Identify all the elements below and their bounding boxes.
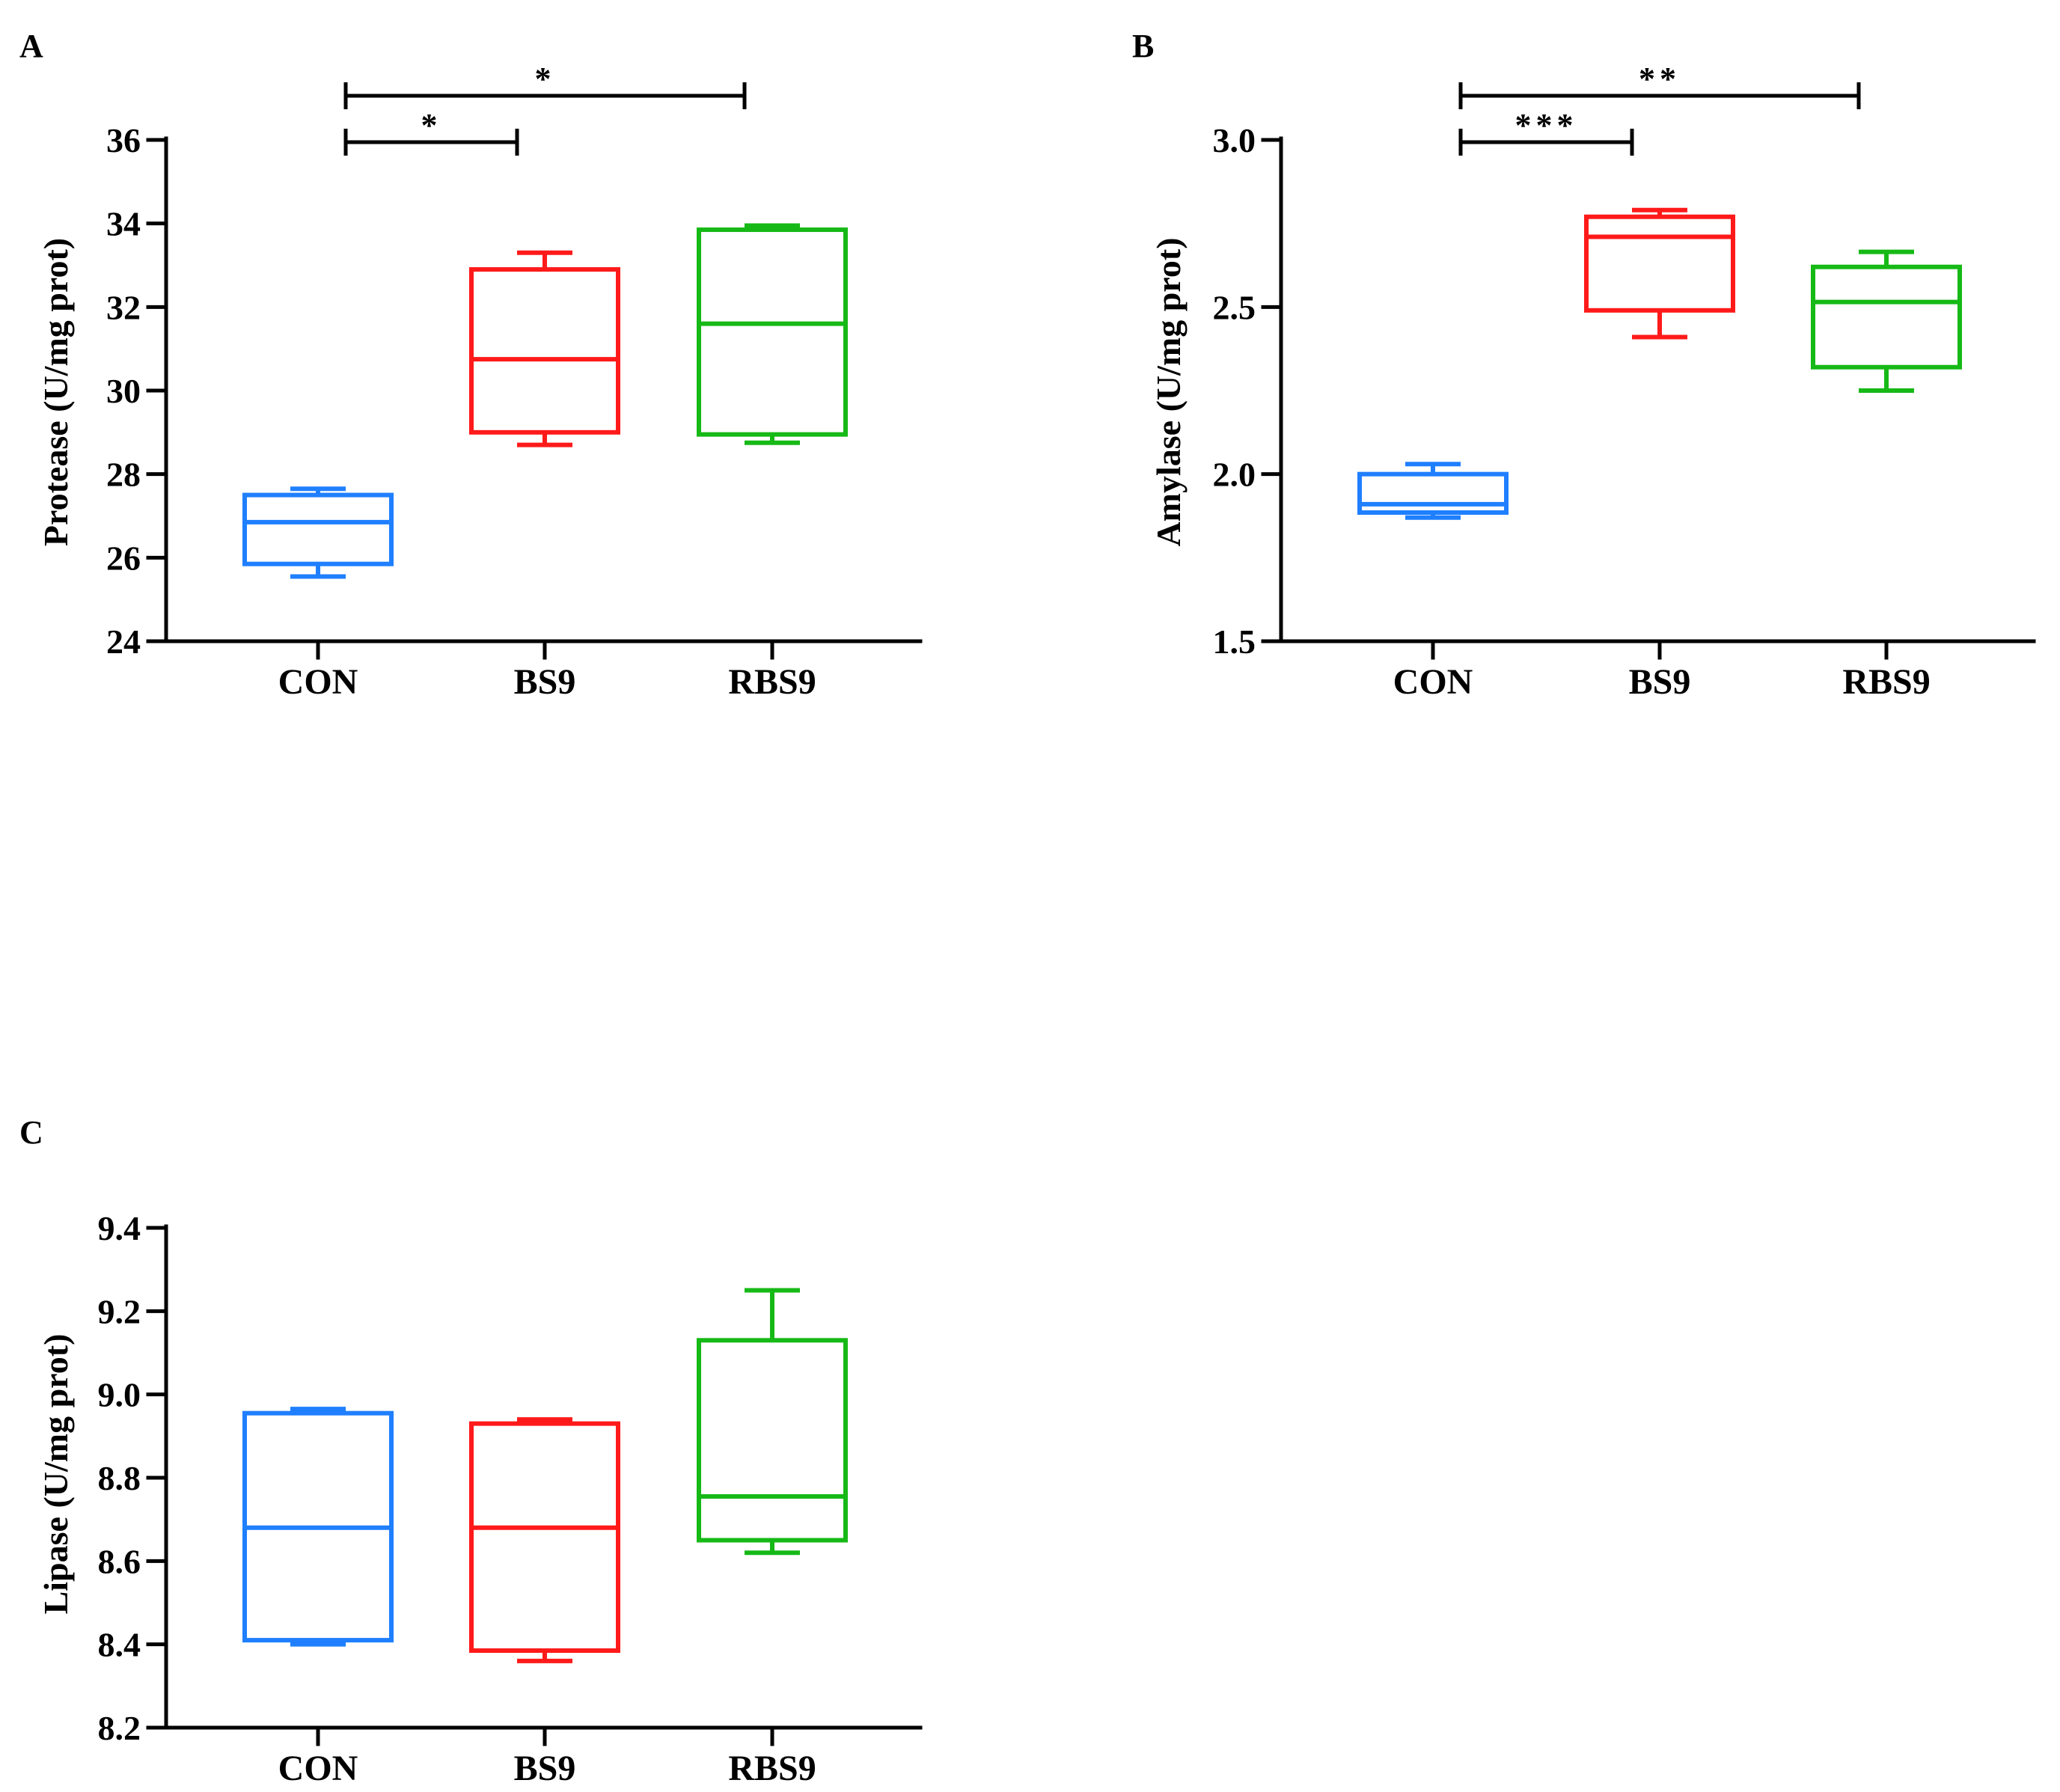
x-tick-label: BS9: [1629, 662, 1691, 702]
significance-bracket: ***: [1458, 107, 1634, 156]
panel-b: B Amylase (U/mg prot) 1.5 2.0 2.5 3.0 CON BS9…: [1132, 28, 2036, 702]
box-iqr: [1357, 471, 1509, 516]
panel-label-a: A: [19, 28, 43, 64]
y-tick-label: 8.4: [98, 1626, 141, 1664]
plot-area: 24 26 28 30 32 34 36 CON BS9 RBS9 * *: [106, 61, 923, 702]
x-tick-label: BS9: [514, 1749, 576, 1788]
box-con: [242, 1407, 394, 1647]
y-axis-title: Protease (U/mg prot): [37, 238, 75, 546]
significance-bracket: **: [1458, 61, 1861, 109]
panel-label-c: C: [19, 1114, 43, 1151]
y-tick-label: 9.4: [98, 1209, 141, 1247]
y-tick-label: 36: [106, 121, 141, 159]
y-tick-label: 24: [106, 623, 141, 661]
y-tick-label: 28: [106, 456, 141, 494]
box-iqr: [469, 1421, 620, 1654]
box-iqr: [697, 1338, 848, 1543]
y-tick-label: 2.5: [1213, 288, 1256, 326]
box-rbs9: [697, 223, 848, 445]
box-rbs9: [697, 1288, 848, 1556]
x-tick-label: RBS9: [728, 1749, 816, 1788]
y-tick-label: 30: [106, 372, 141, 410]
y-tick-label: 8.6: [98, 1542, 141, 1580]
y-tick-label: 9.0: [98, 1376, 141, 1414]
x-tick-label: BS9: [514, 662, 576, 702]
box-iqr: [1584, 214, 1735, 313]
x-tick-label: CON: [278, 1749, 358, 1788]
y-tick-label: 26: [106, 539, 141, 577]
significance-label: ***: [1515, 107, 1578, 144]
y-tick-label: 9.2: [98, 1292, 141, 1330]
significance-label: **: [1639, 61, 1681, 97]
box-bs9: [469, 1417, 620, 1663]
y-tick-label: 1.5: [1213, 623, 1256, 661]
x-tick-label: CON: [278, 662, 358, 702]
panel-a: A Protease (U/mg prot) 24 26 28 30 32 34 36 CON…: [19, 28, 923, 702]
y-axis-title: Lipase (U/mg prot): [37, 1334, 75, 1615]
box-rbs9: [1811, 249, 1962, 393]
panel-label-b: B: [1132, 28, 1154, 64]
box-iqr: [697, 227, 848, 437]
y-tick-label: 2.0: [1213, 456, 1256, 494]
significance-label: *: [535, 61, 556, 97]
y-tick-label: 8.2: [98, 1709, 141, 1747]
significance-label: *: [421, 107, 442, 144]
significance-bracket: *: [343, 107, 519, 156]
box-con: [1357, 462, 1509, 520]
x-tick-label: RBS9: [1842, 662, 1930, 702]
y-tick-label: 32: [106, 288, 141, 326]
box-bs9: [469, 250, 620, 447]
box-iqr: [469, 267, 620, 435]
box-bs9: [1584, 207, 1735, 340]
box-iqr: [1811, 264, 1962, 370]
box-iqr: [242, 492, 394, 566]
box-con: [242, 486, 394, 579]
y-tick-label: 8.8: [98, 1459, 141, 1497]
panel-c: C Lipase (U/mg prot) 8.2 8.4 8.6 8.8 9.0 9.2 9…: [19, 1114, 923, 1788]
y-tick-label: 34: [106, 205, 141, 243]
significance-bracket: *: [343, 61, 747, 109]
y-axis-title: Amylase (U/mg prot): [1149, 237, 1188, 546]
x-tick-label: CON: [1393, 662, 1473, 702]
x-tick-label: RBS9: [728, 662, 816, 702]
y-tick-label: 3.0: [1213, 121, 1256, 159]
plot-area: 8.2 8.4 8.6 8.8 9.0 9.2 9.4 CON BS9 RBS9: [98, 1209, 923, 1788]
